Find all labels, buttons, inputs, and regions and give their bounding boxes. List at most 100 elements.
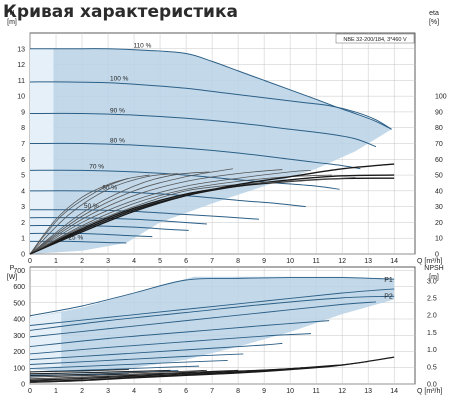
top-x-tick-label: 1 [54,258,58,265]
bottom-x-tick-label: 8 [236,388,240,395]
bottom-x-tick-label: 14 [390,388,398,395]
efficiency-curve [29,169,283,255]
bottom-x-tick-label: 9 [262,388,266,395]
bottom-x-tick-label: 0 [28,388,32,395]
speed-curve-label: 100 % [110,76,129,83]
speed-curve [29,169,340,190]
bottom-left-tick-label: 600 [13,284,25,291]
top-left-axis-label-unit: [m] [7,19,17,26]
top-right-tick-label: 80 [435,125,443,132]
bottom-x-tick-label: 1 [54,388,58,395]
bottom-region-light [30,312,62,370]
bottom-right-tick-label: 1.5 [427,330,437,337]
top-x-tick-label: 4 [132,258,136,265]
top-right-tick-label: 50 [435,173,443,180]
power-curve [29,342,283,361]
bottom-x-tick-label: 5 [158,388,162,395]
top-x-tick-label: 2 [80,258,84,265]
speed-curve [29,81,392,130]
power-series-label: P2 [384,293,393,300]
power-curve [29,295,395,331]
speed-curve-label: 25 % [68,234,83,241]
efficiency-curve [29,174,150,255]
power-curve [29,276,395,317]
bottom-x-tick-label: 11 [313,388,320,395]
top-x-tick-label: 13 [364,258,372,265]
bottom-x-tick-label: 7 [210,388,214,395]
power-curve [29,301,377,338]
product-label-box [335,33,415,44]
top-left-tick-label: 12 [17,62,25,69]
top-x-tick-label: 10 [286,258,294,265]
top-left-tick-label: 11 [18,78,25,85]
bottom-left-tick-label: 700 [13,268,25,275]
product-label: NBE 32-200/184, 3*460 V [343,37,407,43]
bottom-x-tick-label: 3 [106,388,110,395]
top-right-tick-label: 0 [435,252,439,259]
top-right-tick-label: 10 [435,236,443,243]
top-right-tick-label: 60 [435,157,443,164]
bottom-right-axis-label-unit: [m] [429,274,439,281]
speed-curve-label: 60 % [102,184,117,191]
efficiency-curve [29,171,210,255]
top-x-tick-label: 11 [313,258,320,265]
speed-curve-label: 80 % [110,137,125,144]
power-curve [29,365,200,373]
bottom-left-tick-label: 400 [13,317,25,324]
bottom-right-tick-label: 2.0 [427,313,437,320]
bottom-left-axis-label-unit: [W] [7,274,18,281]
power-curve [29,333,311,355]
x-axis-label: Q [m³/h] [417,258,442,265]
top-x-tick-label: 3 [106,258,110,265]
top-x-tick-label: 0 [28,258,32,265]
bottom-right-axis-label: NPSH [424,265,443,272]
bottom-right-tick-label: 0.0 [427,382,437,389]
top-x-tick-label: 5 [158,258,162,265]
top-right-axis-label-unit: [%] [429,19,439,26]
bottom-x-tick-label: 6 [184,388,188,395]
top-left-tick-label: 1 [21,236,25,243]
bottom-right-tick-label: 3.0 [427,278,437,285]
top-right-tick-label: 20 [435,220,443,227]
npsh-curve [29,367,304,381]
top-x-tick-label: 6 [184,258,188,265]
power-curve [29,359,228,370]
power-curve [29,320,330,348]
power-series-label: P1 [384,277,393,284]
top-right-tick-label: 70 [435,141,443,148]
top-left-tick-label: 10 [17,94,25,101]
top-left-tick-label: 6 [21,157,25,164]
bottom-x-tick-label: 10 [286,388,294,395]
top-x-tick-label: 8 [236,258,240,265]
top-left-tick-label: 8 [21,125,25,132]
speed-curve-label: 50 % [84,203,99,210]
power-curve [29,353,244,365]
npsh-curve [29,369,207,376]
top-right-axis-label: eta [429,10,439,17]
speed-curve [29,232,153,238]
top-left-tick-label: 4 [21,188,25,195]
npsh-curve [29,369,129,373]
bottom-left-tick-label: 200 [13,349,25,356]
page-title: Кривая характеристика [3,2,238,22]
bottom-right-tick-label: 1.0 [427,347,437,354]
speed-curve-label: 90 % [110,107,125,114]
top-operating-region [30,48,392,254]
top-region-light [30,48,54,254]
bottom-x-tick-label: 2 [80,388,84,395]
npsh-curve [29,369,239,378]
top-x-tick-label: 12 [338,258,346,265]
top-left-tick-label: 13 [17,46,25,53]
speed-curve [29,48,392,130]
bottom-left-axis-label: P [10,265,15,272]
bottom-x-tick-label: 12 [338,388,346,395]
efficiency-curve [29,168,233,255]
bottom-left-tick-label: 500 [13,300,25,307]
bottom-x-tick-label: 13 [364,388,372,395]
top-left-tick-label: 2 [21,220,25,227]
speed-curve-label: 110 % [133,43,151,50]
bottom-right-tick-label: 2.5 [427,295,437,302]
efficiency-curve [29,177,129,255]
